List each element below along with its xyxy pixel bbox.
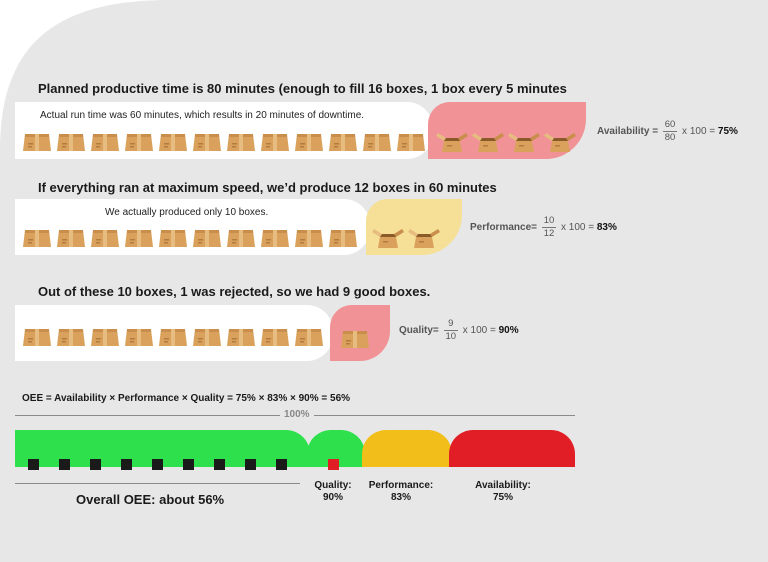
performance-slowdown-box-row [372,225,444,254]
performance-formula-rest: x 100 = [560,222,595,233]
box-icon [158,225,188,254]
performance-heading: If everything ran at maximum speed, we’d… [38,180,497,195]
oee-performance-loss-segment [362,430,452,467]
quality-heading: Out of these 10 boxes, 1 was rejected, s… [38,284,431,299]
quality-result: 90% [498,325,519,336]
availability-segment-value: 75% [492,492,513,503]
open-box-icon [544,129,576,158]
box-icon [124,129,154,158]
box-icon [328,129,358,158]
quality-segment-value: 90% [322,492,343,503]
box-icon [192,129,222,158]
quality-reject-box-row [340,326,374,355]
quality-segment-label: Quality: 90% [307,480,359,504]
good-unit-square [276,459,287,470]
oee-equation: OEE = Availability × Performance × Quali… [22,393,351,404]
performance-note: We actually produced only 10 boxes. [105,207,269,218]
performance-result: 83% [596,222,617,233]
box-icon [22,225,52,254]
oee-availability-loss-segment [449,430,575,467]
box-icon [260,129,290,158]
box-icon [56,225,86,254]
full-scale-label: 100% [280,409,314,420]
quality-formula-rest: x 100 = [462,325,496,336]
good-unit-square [90,459,101,470]
performance-segment-name: Performance: [368,480,434,491]
good-unit-square [152,459,163,470]
box-icon [124,225,154,254]
availability-segment-label: Availability: 75% [465,480,541,504]
performance-formula: Performance= 10 12 x 100 = 83% [470,216,617,239]
availability-fraction: 60 80 [663,119,678,143]
box-icon [294,324,324,353]
box-icon [362,129,392,158]
performance-denominator: 12 [543,228,555,239]
quality-segment-name: Quality: [314,480,352,491]
performance-formula-label: Performance= [470,222,537,233]
box-icon [192,324,222,353]
availability-heading: Planned productive time is 80 minutes (e… [38,81,567,96]
availability-result: 75% [717,126,738,137]
open-box-icon [472,129,504,158]
box-icon [294,225,324,254]
open-box-icon [372,225,404,254]
quality-denominator: 10 [445,331,457,342]
box-icon [90,324,120,353]
box-icon [226,129,256,158]
performance-box-row [22,225,362,254]
overall-oee-label: Overall OEE: about 56% [76,492,225,507]
rejected-unit-square [328,459,339,470]
quality-fraction: 9 10 [443,318,458,342]
box-icon [22,324,52,353]
availability-numerator: 60 [664,119,676,130]
good-unit-square [28,459,39,470]
availability-box-row [22,129,430,158]
box-icon [260,324,290,353]
good-unit-square [245,459,256,470]
box-icon [56,129,86,158]
quality-numerator: 9 [448,318,454,329]
box-icon [158,324,188,353]
good-unit-square [121,459,132,470]
box-icon [90,129,120,158]
good-unit-square [59,459,70,470]
box-icon [90,225,120,254]
box-icon [124,324,154,353]
quality-formula: Quality= 9 10 x 100 = 90% [399,319,519,342]
box-icon [294,129,324,158]
quality-formula-label: Quality= [399,325,439,336]
availability-note: Actual run time was 60 minutes, which re… [40,110,365,121]
box-icon [226,225,256,254]
availability-downtime-box-row [436,129,580,158]
box-icon [158,129,188,158]
rejected-box-icon [340,326,370,355]
oee-underline [15,483,300,484]
box-icon [328,225,358,254]
box-icon [226,324,256,353]
availability-formula-label: Availability = [597,126,659,137]
quality-box-row [22,324,328,353]
availability-segment-name: Availability: [475,480,531,491]
good-unit-square [183,459,194,470]
box-icon [192,225,222,254]
good-unit-square [214,459,225,470]
availability-formula: Availability = 60 80 x 100 = 75% [597,120,738,143]
open-box-icon [408,225,440,254]
open-box-icon [508,129,540,158]
box-icon [396,129,426,158]
availability-denominator: 80 [664,132,676,143]
performance-segment-value: 83% [390,492,411,503]
box-icon [22,129,52,158]
open-box-icon [436,129,468,158]
box-icon [56,324,86,353]
performance-numerator: 10 [543,215,555,226]
availability-formula-rest: x 100 = [682,126,716,137]
performance-fraction: 10 12 [541,215,556,239]
box-icon [260,225,290,254]
performance-segment-label: Performance: 83% [362,480,440,504]
